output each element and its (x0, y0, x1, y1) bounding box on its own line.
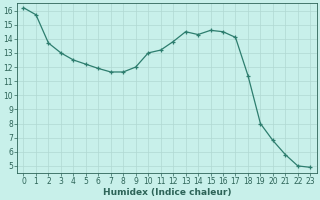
X-axis label: Humidex (Indice chaleur): Humidex (Indice chaleur) (103, 188, 231, 197)
